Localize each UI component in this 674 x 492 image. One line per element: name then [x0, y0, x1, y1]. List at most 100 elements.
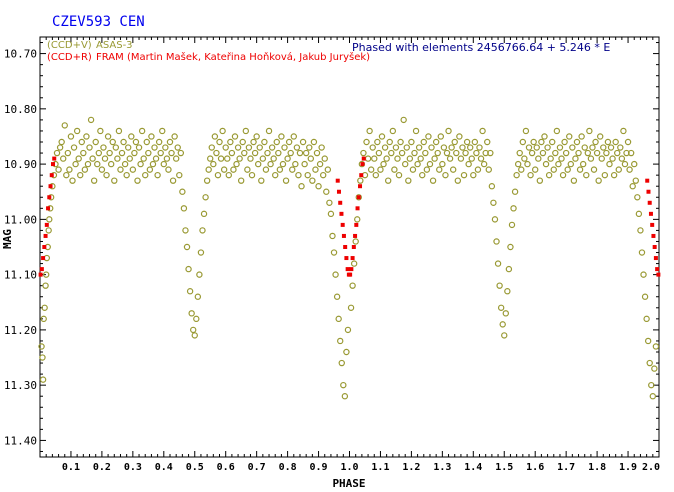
asas-point: [80, 149, 87, 157]
asas-point: [437, 133, 445, 140]
asas-point: [94, 160, 101, 168]
x-tick-label: 0.4: [155, 462, 173, 473]
asas-point: [205, 166, 212, 173]
asas-point: [338, 359, 345, 367]
asas-point: [600, 144, 607, 151]
asas-point: [279, 160, 287, 168]
x-tick-label: 0.1: [62, 462, 80, 473]
asas-point: [230, 166, 237, 173]
asas-point: [470, 171, 477, 179]
asas-point: [629, 183, 636, 190]
asas-point: [180, 205, 188, 212]
asas-point: [250, 138, 257, 146]
asas-point: [443, 149, 451, 157]
asas-point: [281, 144, 288, 151]
asas-point: [510, 205, 517, 212]
asas-point: [121, 160, 129, 168]
fram-point: [338, 200, 343, 205]
asas-point: [251, 149, 259, 157]
fram-point: [356, 195, 361, 200]
asas-point: [598, 155, 605, 162]
asas-point: [612, 138, 619, 146]
asas-point: [516, 149, 523, 157]
asas-point: [491, 216, 499, 223]
asas-point: [485, 166, 492, 173]
asas-point: [352, 238, 359, 245]
asas-point: [552, 149, 559, 157]
asas-point: [289, 166, 296, 173]
y-tick-label: 10.90: [4, 158, 37, 171]
asas-point: [67, 133, 75, 140]
asas-point: [285, 138, 293, 146]
asas-point: [426, 160, 434, 168]
asas-point: [125, 144, 132, 151]
asas-point: [264, 149, 271, 157]
fram-point: [355, 206, 360, 211]
fram-point: [52, 156, 57, 161]
asas-point: [643, 315, 650, 323]
asas-point: [78, 138, 85, 146]
asas-point: [402, 160, 409, 168]
fram-point: [645, 178, 650, 183]
plot-frame: [39, 36, 660, 458]
asas-point: [247, 155, 254, 162]
asas-point: [340, 381, 347, 389]
asas-point: [590, 166, 598, 173]
asas-point: [397, 138, 404, 146]
asas-point: [493, 238, 500, 245]
asas-point: [312, 166, 319, 173]
asas-point: [190, 326, 197, 334]
fram-point: [358, 184, 363, 189]
asas-point: [519, 138, 527, 146]
asas-point: [569, 144, 576, 151]
asas-point: [494, 260, 502, 267]
asas-point: [621, 160, 629, 168]
asas-point: [579, 160, 587, 168]
asas-point: [92, 138, 99, 146]
asas-point: [148, 133, 155, 140]
asas-point: [634, 194, 641, 201]
asas-point: [592, 138, 599, 146]
asas-point: [154, 171, 161, 179]
asas-point: [392, 144, 400, 151]
asas-point: [323, 188, 330, 195]
asas-point: [56, 144, 64, 151]
asas-point: [39, 354, 46, 361]
asas-point: [451, 138, 458, 146]
asas-point: [174, 144, 181, 151]
asas-point: [428, 144, 435, 151]
asas-point: [84, 160, 92, 168]
asas-point: [549, 138, 556, 146]
asas-point: [234, 144, 242, 151]
asas-point: [138, 127, 146, 135]
asas-point: [276, 166, 284, 173]
asas-point: [208, 144, 215, 151]
asas-point: [203, 177, 211, 184]
asas-point: [120, 138, 127, 146]
fram-point: [655, 267, 660, 272]
asas-point: [480, 160, 488, 168]
fram-point: [48, 184, 53, 189]
asas-point: [81, 166, 89, 173]
fram-point: [648, 211, 653, 216]
asas-point: [446, 155, 454, 162]
x-tick-label: 0.5: [186, 462, 204, 473]
asas-point: [454, 177, 462, 184]
fram-point: [50, 162, 55, 167]
asas-point: [278, 133, 285, 140]
asas-point: [583, 171, 590, 179]
asas-point: [333, 293, 341, 300]
x-tick-label: 1.2: [402, 462, 420, 473]
asas-point: [262, 166, 270, 173]
fram-point: [341, 233, 346, 238]
asas-point: [414, 160, 421, 168]
asas-point: [309, 177, 316, 184]
asas-point: [462, 149, 469, 157]
asas-point: [73, 127, 81, 135]
asas-point: [66, 166, 73, 173]
fram-point: [360, 162, 365, 167]
asas-point: [330, 249, 338, 256]
asas-point: [211, 133, 219, 140]
asas-point: [496, 282, 503, 289]
asas-point: [254, 160, 262, 168]
